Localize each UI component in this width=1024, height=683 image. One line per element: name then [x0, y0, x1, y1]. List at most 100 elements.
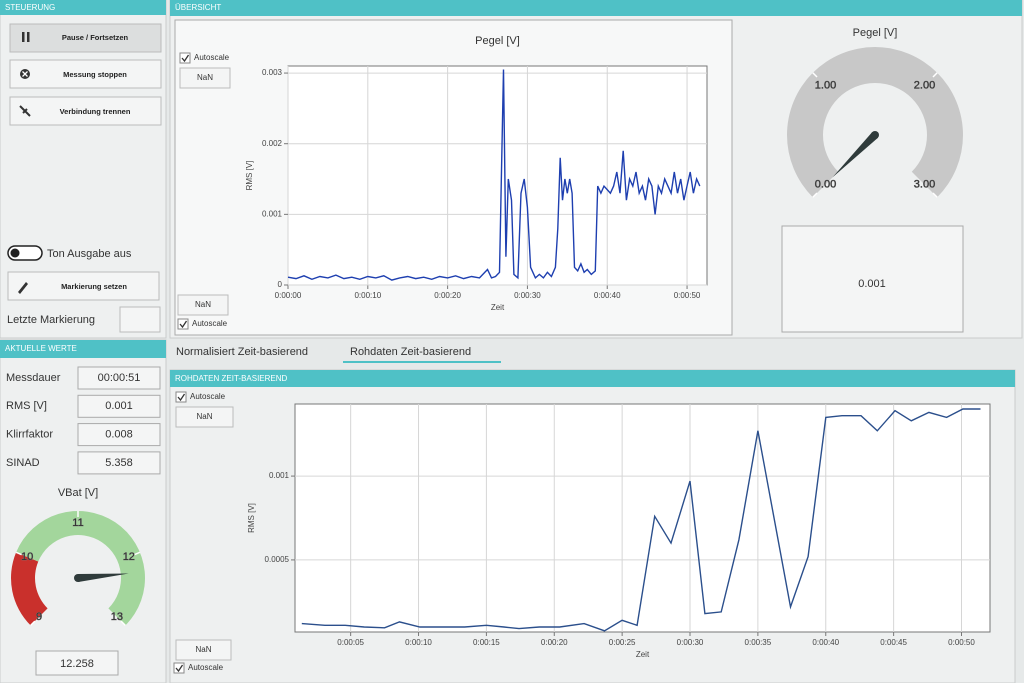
gauge-tick-label: 13 [111, 611, 123, 623]
panel-header [170, 370, 1015, 387]
gauge-tick [134, 551, 141, 556]
gauge-band [787, 46, 964, 198]
gauge-tick-label: 1.00 [815, 79, 836, 91]
field-label: RMS [V] [6, 400, 47, 412]
button-label: Messung stoppen [63, 70, 127, 79]
x-tick-label: 0:00:50 [674, 291, 701, 300]
toggle-knob [10, 248, 20, 258]
gauge-tick [932, 192, 938, 198]
x-tick-label: 0:00:35 [745, 638, 772, 647]
panel-title: STEUERUNG [5, 3, 55, 12]
x-tick-label: 0:00:20 [541, 638, 568, 647]
panel-title: ÜBERSICHT [175, 3, 221, 12]
chart-title: Pegel [V] [475, 35, 520, 47]
checkbox-label: Autoscale [188, 663, 224, 672]
checkbox[interactable] [175, 391, 187, 403]
checkbox-label: Autoscale [192, 319, 228, 328]
nan-field[interactable] [179, 67, 231, 89]
panel-header [170, 0, 1022, 16]
y-tick-label: 0.001 [262, 209, 283, 218]
gauge-hub [871, 131, 879, 139]
x-tick-label: 0:00:25 [609, 638, 636, 647]
gauge-tick [812, 192, 818, 198]
pause-icon [27, 32, 30, 42]
x-axis-label: Zeit [491, 303, 505, 312]
checkmark [175, 664, 184, 673]
readout: 0.001 [858, 278, 886, 290]
nan-value: NaN [195, 300, 211, 309]
nan-value: NaN [196, 412, 212, 421]
button-label: Markierung setzen [61, 282, 127, 291]
field-value: 00:00:51 [98, 372, 141, 384]
button[interactable] [7, 271, 160, 301]
gauge-tick-label: 11 [72, 517, 83, 529]
checkbox[interactable] [179, 52, 191, 64]
gauge-title: Pegel [V] [853, 27, 898, 39]
x-tick-label: 0:00:00 [275, 291, 302, 300]
button[interactable] [9, 59, 162, 89]
value-box [77, 366, 161, 390]
x-tick-label: 0:00:30 [514, 291, 541, 300]
data-line [287, 69, 701, 281]
x-tick-label: 0:00:15 [473, 638, 500, 647]
checkbox-label: Autoscale [194, 53, 230, 62]
gauge-zone [11, 552, 48, 626]
value-box [35, 650, 119, 676]
x-tick-label: 0:00:40 [812, 638, 839, 647]
gauge-title: VBat [V] [58, 487, 98, 499]
y-tick-label: 0.002 [262, 139, 283, 148]
gauge-value: 12.258 [60, 658, 94, 670]
tab-underline [343, 361, 501, 363]
checkmark [177, 393, 186, 402]
nan-field[interactable] [175, 639, 232, 661]
disconnect-icon [19, 105, 31, 117]
gauge-tick [812, 72, 818, 78]
gauge-tick-label: 10 [21, 551, 33, 563]
y-tick-label: 0.001 [269, 471, 290, 480]
y-axis-label: RMS [V] [247, 503, 256, 533]
tab[interactable]: Rohdaten Zeit-basierend [350, 346, 471, 358]
panel-header [0, 340, 166, 358]
gauge-hub [74, 574, 82, 582]
pause-icon [22, 32, 25, 42]
readout-box [781, 225, 964, 333]
input[interactable] [119, 306, 161, 333]
button[interactable] [9, 96, 162, 126]
toggle-label: Ton Ausgabe aus [47, 248, 132, 260]
nan-value: NaN [197, 73, 213, 82]
gauge-needle [832, 132, 878, 178]
nan-field[interactable] [177, 294, 229, 316]
y-axis-label: RMS [V] [245, 161, 254, 191]
button-label: Pause / Fortsetzen [62, 33, 129, 42]
field-label: Messdauer [6, 372, 61, 384]
y-tick-label: 0.0005 [265, 555, 290, 564]
checkbox[interactable] [177, 318, 189, 330]
tab[interactable]: Normalisiert Zeit-basierend [176, 346, 308, 358]
button[interactable] [9, 23, 162, 53]
nan-field[interactable] [175, 406, 234, 428]
x-tick-label: 0:00:50 [948, 638, 975, 647]
x-tick-label: 0:00:40 [594, 291, 621, 300]
gauge-tick-label: 0.00 [815, 178, 836, 190]
gauge-tick-label: 3.00 [914, 178, 935, 190]
y-tick-label: 0 [278, 280, 283, 289]
pencil-icon [18, 282, 28, 294]
plot-area [294, 403, 991, 633]
gauge-needle [77, 573, 129, 582]
panel-header [0, 0, 166, 15]
gauge-zone [16, 510, 146, 626]
checkmark [179, 320, 188, 329]
checkbox[interactable] [173, 662, 185, 674]
field-label: Klirrfaktor [6, 429, 53, 441]
field-value: 0.008 [105, 429, 133, 441]
panel-title: ROHDATEN ZEIT-BASIEREND [175, 374, 288, 383]
plot-area [287, 65, 708, 286]
x-tick-label: 0:00:10 [405, 638, 432, 647]
gauge-tick-label: 12 [123, 551, 135, 563]
value-box [77, 394, 161, 418]
x-tick-label: 0:00:10 [354, 291, 381, 300]
gauge-tick [120, 620, 126, 626]
gauge-tick [15, 551, 22, 556]
field-value: 5.358 [105, 457, 133, 469]
